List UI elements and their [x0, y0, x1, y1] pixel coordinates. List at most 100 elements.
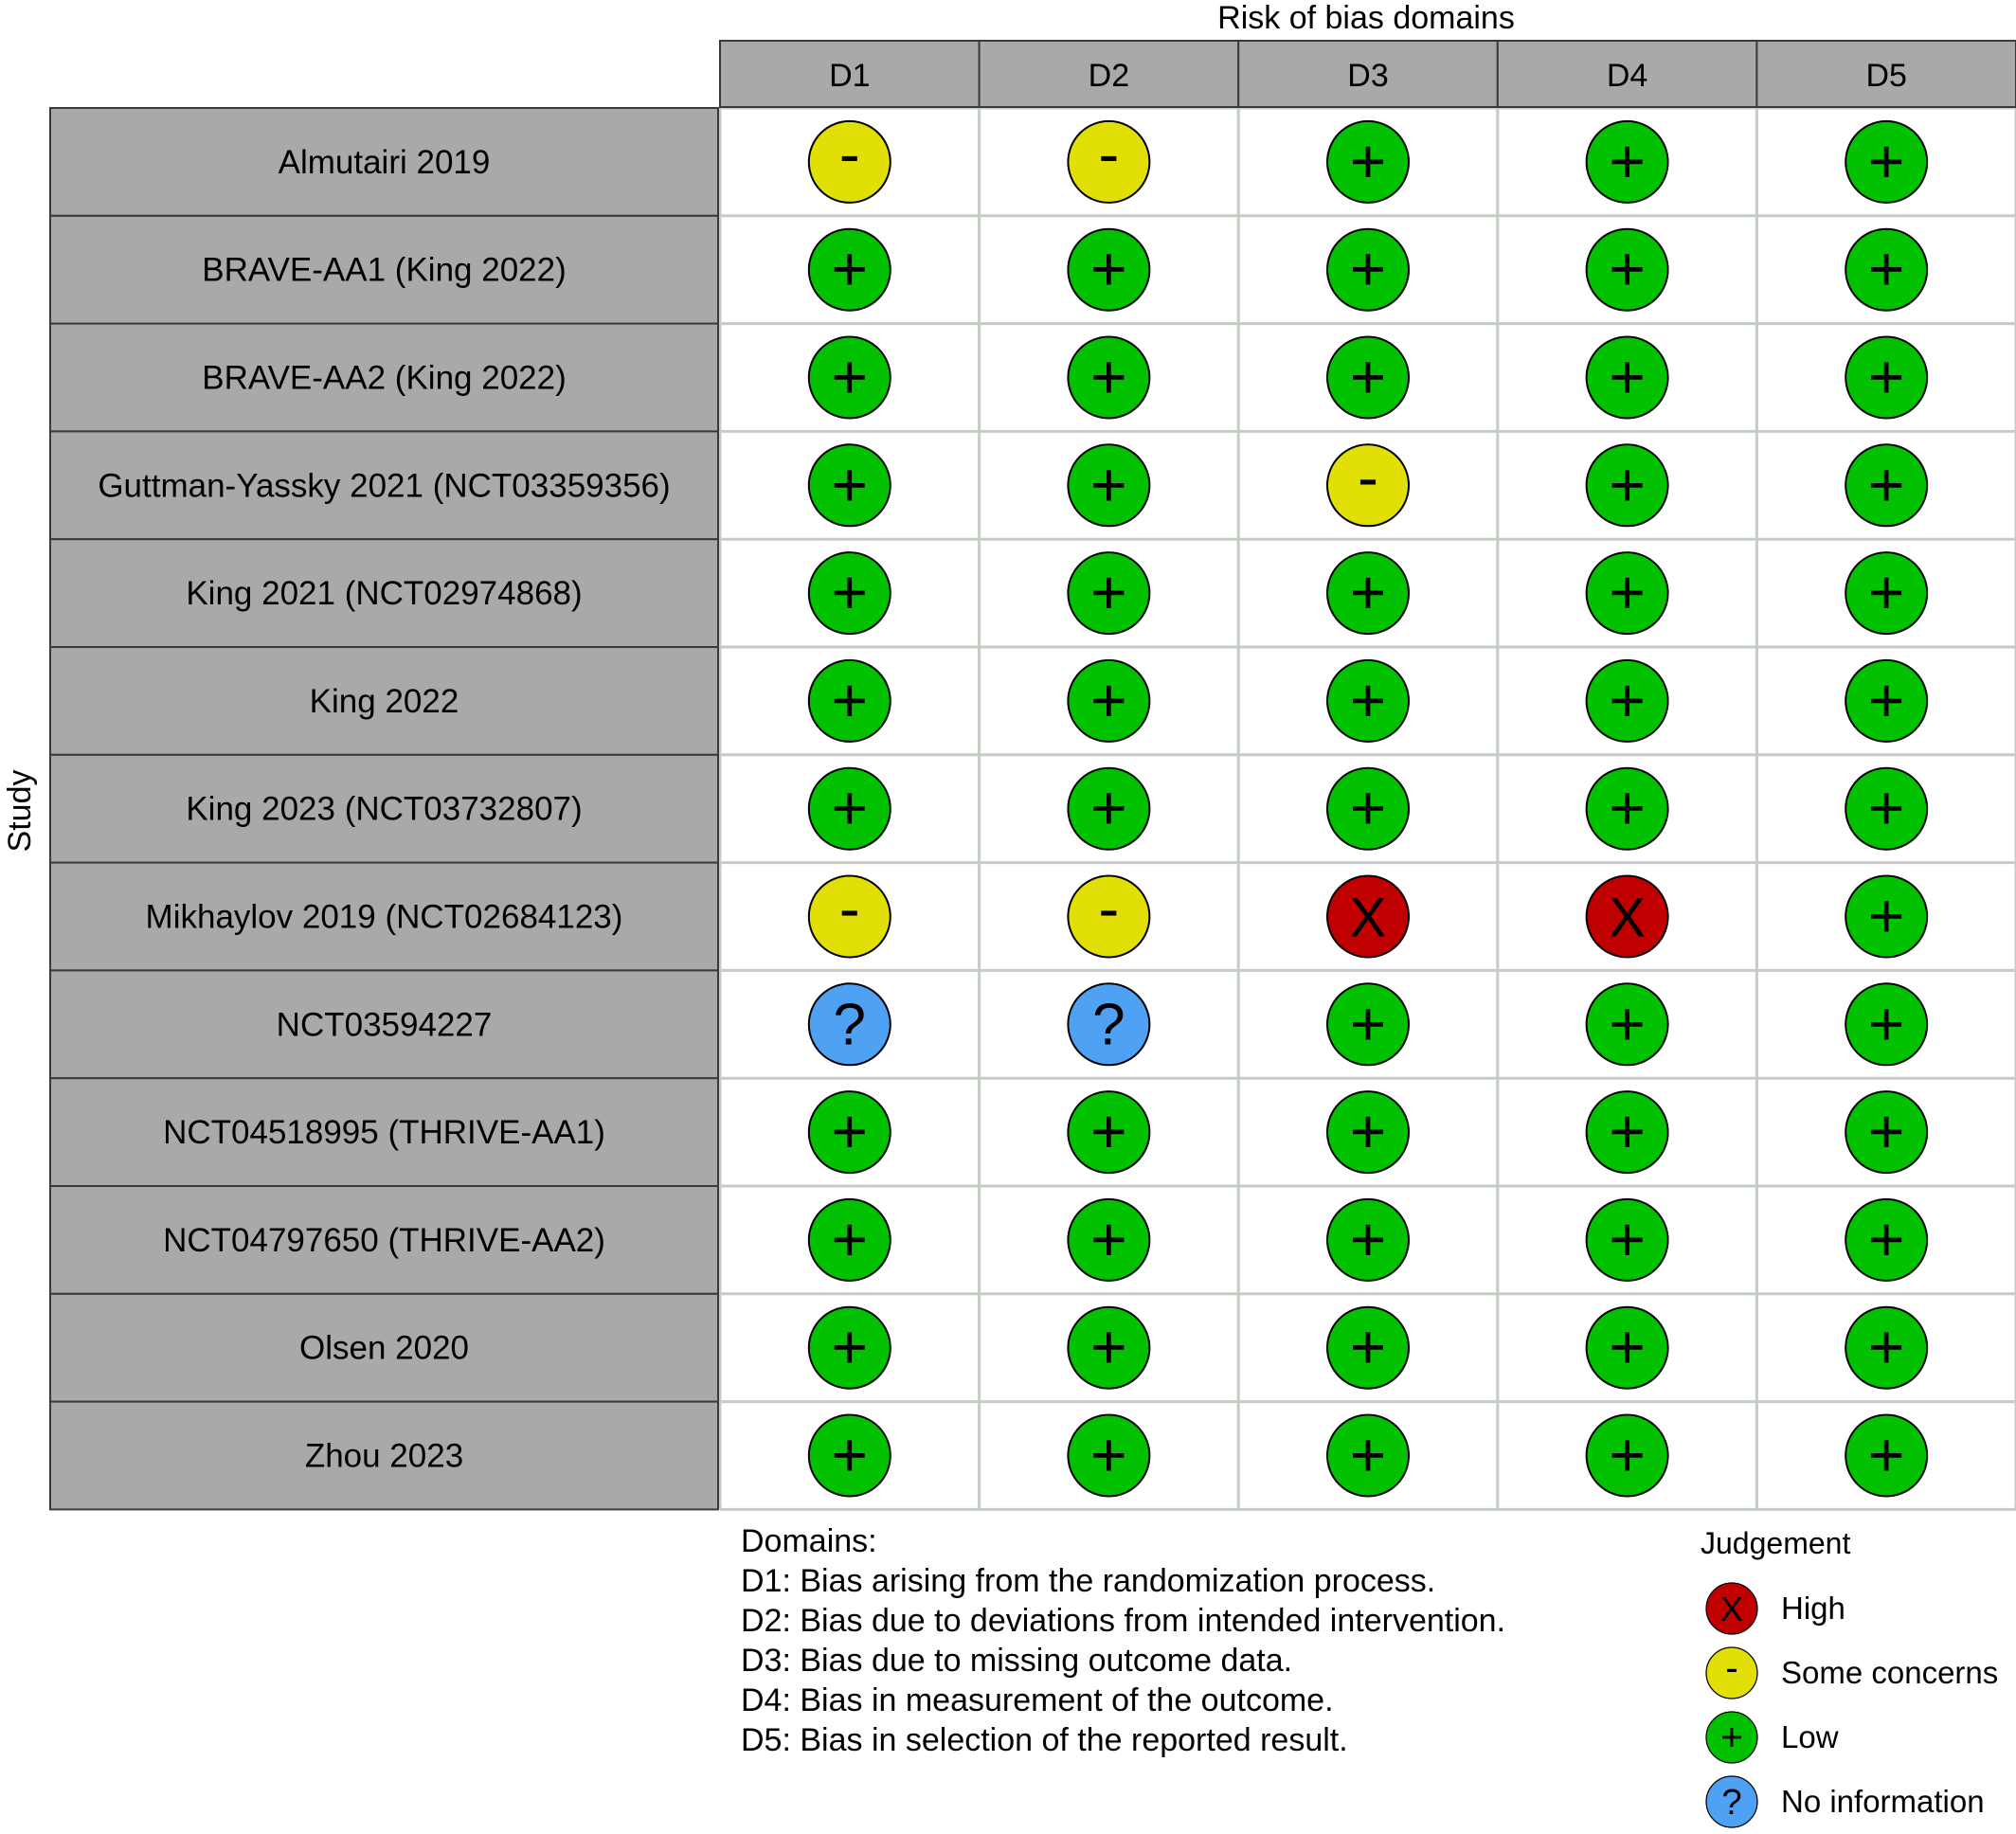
judgement-circle-low: [1845, 551, 1929, 636]
study-label-column: Almutairi 2019 BRAVE-AA1 (King 2022) BRAVE…: [49, 107, 719, 1511]
domain-header-cell: [1237, 40, 1499, 108]
judgement-mark: -: [807, 873, 891, 959]
study-label-cell: [49, 753, 719, 864]
judgement-circle-low: [807, 1305, 891, 1390]
judgement-circle-low: [1067, 1197, 1151, 1282]
legend-item-high: X High: [1705, 1582, 1845, 1635]
judgement-circle-low: [1845, 443, 1929, 528]
study-label-cell: [49, 538, 719, 649]
domain-header-label: D5: [1865, 58, 1906, 94]
judgement-symbol: +: [1090, 1096, 1127, 1166]
domain-header-label: D1: [829, 58, 870, 94]
judgement-mark: +: [807, 227, 891, 312]
judgement-circle-low: [1845, 1197, 1929, 1282]
study-label-cell: [49, 1185, 719, 1295]
judgement-mark: +: [1845, 1197, 1929, 1282]
judgement-circle-low: [1585, 1305, 1669, 1390]
judgement-mark: +: [1585, 658, 1669, 743]
legend-items: X High - Some concerns + Low? No information: [1705, 1582, 1998, 1828]
judgement-circle-low: [1585, 335, 1669, 420]
judgement-symbol: +: [1350, 1096, 1387, 1166]
judgement-symbol: +: [1350, 1312, 1387, 1382]
judgement-symbol: +: [1609, 234, 1646, 304]
judgement-circle-low: [1845, 982, 1929, 1067]
judgement-circle-low: [1326, 551, 1410, 636]
judgement-mark: +: [1845, 1305, 1929, 1390]
judgement-symbol: X: [1720, 1590, 1743, 1628]
judgement-symbol: +: [1350, 557, 1387, 627]
judgement-mark: ?: [807, 982, 891, 1067]
domain-notes: Domains: D1: Bias arising from the rando…: [741, 1523, 1505, 1758]
judgement-circle-low: [1845, 227, 1929, 312]
y-axis-label: Study: [2, 770, 38, 853]
legend: Judgement X High - Some concerns + Low? No inf…: [1701, 1526, 1998, 1828]
judgement-mark: +: [1067, 443, 1151, 528]
judgement-mark: +: [1067, 551, 1151, 636]
study-label-cell: [49, 1400, 719, 1511]
judgement-circle-low: [807, 1090, 891, 1175]
judgement-symbol: +: [1868, 665, 1905, 735]
judgement-mark: -: [1067, 118, 1151, 204]
judgement-symbol: +: [1868, 773, 1905, 843]
judgement-symbol: +: [1868, 881, 1905, 951]
judgement-mark: +: [1067, 1305, 1151, 1390]
judgement-mark: +: [1067, 766, 1151, 851]
judgement-mark: +: [807, 1090, 891, 1175]
domain-note-line: D5: Bias in selection of the reported re…: [741, 1722, 1348, 1758]
judgement-circle-low: [807, 551, 891, 636]
judgement-circle-no-information: [807, 982, 891, 1067]
judgement-mark: +: [1845, 119, 1929, 204]
judgement-mark: +: [1067, 227, 1151, 312]
judgement-mark: +: [1326, 1090, 1410, 1175]
judgement-symbol: +: [1868, 1096, 1905, 1166]
judgement-circle-low: [1326, 1413, 1410, 1498]
judgement-symbol: +: [1350, 1204, 1387, 1274]
judgement-symbol: +: [832, 1096, 869, 1166]
judgement-mark: +: [807, 443, 891, 528]
judgement-circle-low: [1845, 1090, 1929, 1175]
judgement-circle-low: [1326, 1197, 1410, 1282]
judgement-mark: +: [807, 766, 891, 851]
judgement-symbol: +: [1350, 342, 1387, 412]
judgement-circle-low: [1067, 227, 1151, 312]
study-label-cell: [49, 322, 719, 433]
study-label: NCT04518995 (THRIVE-AA1): [163, 1114, 605, 1151]
study-label: Almutairi 2019: [279, 144, 491, 181]
judgement-mark: +: [1585, 551, 1669, 636]
judgement-symbol: +: [832, 665, 869, 735]
judgement-symbol: +: [1868, 557, 1905, 627]
domain-note-line: D2: Bias due to deviations from intended…: [741, 1603, 1505, 1639]
judgement-mark: X: [1326, 874, 1410, 959]
judgement-circle-low: [1067, 1305, 1151, 1390]
judgement-circle-low: [1585, 1197, 1669, 1282]
judgement-mark: +: [1845, 443, 1929, 528]
judgement-symbol: +: [832, 557, 869, 627]
judgement-symbol: +: [1350, 234, 1387, 304]
study-label: King 2021 (NCT02974868): [186, 575, 582, 612]
judgement-symbol: +: [832, 1420, 869, 1490]
judgement-symbol: +: [832, 342, 869, 412]
judgement-circle-low: [1326, 1305, 1410, 1390]
judgement-circle-some-concerns: [1705, 1646, 1758, 1699]
judgement-mark: +: [1585, 1197, 1669, 1282]
judgement-mark: +: [1845, 227, 1929, 312]
judgement-mark: +: [1845, 335, 1929, 420]
judgement-symbol: +: [832, 449, 869, 519]
judgement-mark: +: [1326, 227, 1410, 312]
judgement-mark: +: [1845, 982, 1929, 1067]
domain-header-cell: [1496, 40, 1758, 108]
judgement-mark: +: [1067, 1413, 1151, 1498]
study-label-cell: [49, 646, 719, 756]
judgement-symbol: +: [1090, 449, 1127, 519]
judgement-circle-low: [1067, 1413, 1151, 1498]
study-label: NCT04797650 (THRIVE-AA2): [163, 1222, 605, 1259]
judgement-circle-low: [1585, 982, 1669, 1067]
judgement-symbol: +: [1609, 1204, 1646, 1274]
judgement-symbol: +: [1090, 557, 1127, 627]
judgement-symbol: +: [832, 234, 869, 304]
judgement-mark: +: [1326, 119, 1410, 204]
judgement-circle-low: [1845, 119, 1929, 204]
judgement-symbol: +: [1868, 234, 1905, 304]
domain-header-cell: [978, 40, 1240, 108]
